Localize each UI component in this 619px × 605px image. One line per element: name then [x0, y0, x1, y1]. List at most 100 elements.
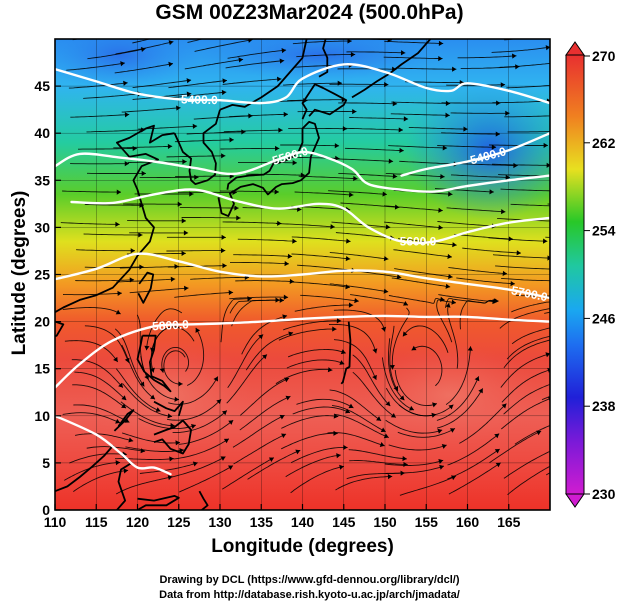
streamline-arrow: [452, 66, 457, 72]
streamline-arrow: [287, 253, 293, 259]
y-tick-label: 20: [34, 314, 50, 330]
streamline-arrow: [115, 221, 120, 227]
streamline: [504, 115, 550, 118]
streamline-arrow: [336, 453, 341, 459]
streamline: [385, 465, 445, 474]
streamline-arrow: [451, 299, 457, 305]
streamline: [383, 205, 443, 212]
contour-line: [55, 414, 172, 476]
streamline-arrow: [400, 50, 406, 56]
streamline-arrow: [352, 108, 357, 115]
streamline-arrow: [292, 238, 297, 244]
streamline: [71, 359, 124, 388]
contour-label: 5800.0: [152, 317, 190, 333]
streamline-arrow: [348, 403, 354, 409]
streamline: [70, 114, 130, 118]
streamline-arrow: [505, 174, 510, 180]
streamline: [246, 173, 306, 176]
streamline: [233, 433, 287, 465]
streamline-arrow: [283, 294, 289, 300]
contour-line: [55, 63, 550, 105]
streamline: [161, 346, 190, 373]
streamline: [190, 276, 250, 280]
streamline: [331, 404, 386, 433]
streamline-arrow: [139, 381, 145, 387]
contour-label: 5400.0: [181, 92, 218, 107]
streamline-arrow: [398, 127, 403, 133]
streamline: [348, 449, 407, 460]
streamline: [352, 371, 397, 418]
contour-line: [70, 188, 550, 245]
streamline: [445, 297, 498, 308]
streamline-arrow: [118, 382, 123, 388]
coastline: [113, 409, 135, 432]
streamline-arrow: [170, 276, 176, 282]
streamline-arrow: [335, 155, 340, 161]
y-tick-label: 30: [34, 219, 50, 235]
streamline-arrow: [376, 416, 382, 421]
streamline: [83, 93, 143, 99]
streamline-arrow: [336, 318, 342, 324]
streamline: [501, 398, 550, 430]
streamline: [283, 82, 342, 86]
streamline: [394, 268, 453, 278]
streamline: [402, 325, 449, 353]
streamline-arrow: [399, 395, 405, 401]
streamline: [86, 129, 146, 133]
streamline-arrow: [340, 349, 346, 355]
streamline: [450, 174, 510, 178]
streamline-arrow: [191, 423, 196, 429]
streamline-arrow: [561, 82, 566, 87]
streamline: [333, 339, 377, 380]
streamline: [74, 371, 127, 401]
streamline: [399, 475, 457, 496]
streamline: [62, 412, 121, 424]
streamline: [247, 449, 301, 480]
streamline-arrow: [438, 207, 443, 213]
streamline-arrow: [278, 127, 283, 133]
y-tick-label: 5: [42, 455, 50, 471]
contour-line: [400, 132, 550, 177]
streamline-arrow: [495, 131, 501, 137]
streamline-arrow: [124, 112, 130, 118]
streamline-arrow: [388, 158, 394, 164]
x-tick-label: 145: [332, 514, 356, 530]
streamline: [84, 266, 144, 268]
streamline-arrow: [467, 346, 473, 351]
streamline: [328, 323, 377, 354]
x-tick-label: 115: [85, 514, 108, 530]
coastline: [340, 321, 352, 385]
streamline: [75, 433, 134, 442]
streamline: [333, 309, 386, 332]
streamline: [116, 278, 176, 283]
streamline-arrow: [452, 242, 457, 248]
streamline-arrow: [387, 474, 393, 480]
streamline: [436, 376, 480, 421]
y-tick-label: 0: [42, 502, 50, 518]
streamline-arrow: [116, 189, 122, 195]
streamline: [488, 237, 548, 242]
streamline: [280, 432, 338, 450]
x-tick-label: 125: [167, 514, 191, 530]
streamline: [132, 79, 192, 89]
streamline-arrow: [123, 468, 129, 474]
streamline-arrow: [288, 331, 294, 337]
streamline: [290, 465, 345, 494]
streamline-arrow: [155, 407, 161, 412]
streamline-arrow: [448, 191, 453, 197]
streamline-arrow: [508, 236, 513, 242]
streamline: [500, 353, 550, 388]
streamline: [393, 249, 452, 258]
streamline: [232, 414, 285, 448]
streamline: [296, 398, 354, 409]
streamline-arrow: [221, 234, 226, 240]
streamline-arrow: [389, 364, 395, 370]
streamline: [115, 476, 173, 495]
streamline-arrow: [181, 250, 186, 256]
streamline: [84, 203, 144, 206]
streamline-arrow: [385, 401, 391, 407]
streamline: [288, 127, 348, 130]
streamline-arrow: [178, 381, 183, 387]
streamline: [120, 401, 175, 427]
streamline-arrow: [599, 174, 603, 179]
